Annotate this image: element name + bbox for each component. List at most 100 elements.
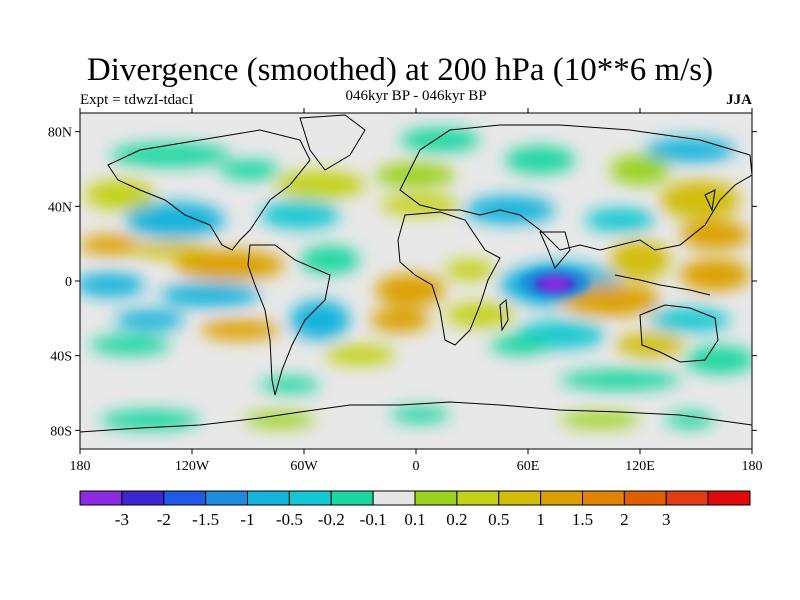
colorbar-label: -1 [240,510,254,529]
lon-tick-label: 60E [517,459,540,474]
lat-tick-label: 40N [48,200,72,215]
coast-eurasia [399,124,752,251]
contour-blob [260,377,320,393]
coast-africa [397,211,501,346]
colorbar-swatch [456,490,500,506]
lat-tick-label: 80S [50,424,72,439]
colorbar-label: -2 [157,510,171,529]
colorbar-label: -0.5 [276,510,303,529]
colorbar-swatch [330,490,374,506]
coast-maritime [614,274,711,296]
contour-blob [375,163,455,187]
contour-blob [130,242,210,258]
contour-blob [390,407,450,423]
contour-blob [200,320,280,340]
contour-blob [260,201,340,229]
colorbar-swatch [623,490,667,506]
colorbar-swatch [79,490,123,506]
contour-blob [680,259,750,291]
contour-blob [375,274,445,306]
colorbar-swatch [205,490,248,506]
contour-blob [100,410,200,430]
coast-south-america [247,244,331,396]
contour-blob [115,310,185,330]
lon-tick-label: 0 [413,459,420,474]
colorbar-label: 1.5 [572,510,593,529]
contour-blob [245,412,315,428]
colorbar-swatch [498,490,542,506]
contour-blob [665,412,715,428]
contour-blob [445,260,495,280]
colorbar-label: -0.2 [318,510,345,529]
colorbar-label: -1.5 [192,510,219,529]
contour-blob [610,240,670,280]
colorbar-swatch [665,490,709,506]
colorbar-swatch [414,490,458,506]
coast-india [539,231,571,269]
contour-blob [80,235,140,255]
colorbar-label: 0.2 [446,510,467,529]
colorbar-label: 3 [662,510,671,529]
colorbar-swatch [288,490,332,506]
lat-tick-label: 40S [50,350,72,365]
colorbar-swatch [121,490,165,506]
lon-tick-label: 60W [290,459,318,474]
lat-tick-label: 80N [48,126,72,141]
lon-tick-label: 180 [742,459,763,474]
contour-blob [650,308,730,332]
colorbar-swatch [163,490,207,506]
contour-blob [505,146,575,174]
coast-australia [639,304,719,363]
colorbar-swatch [247,490,290,506]
contour-blob [290,300,350,340]
colorbar: -3 -2 -1.5 -1 -0.5 -0.2 -0.1 0.1 0.2 0.5 1 1.5 2 3 [79,490,751,529]
colorbar-swatch [582,490,625,506]
contour-blob [445,303,515,327]
contour-blob [110,143,230,167]
contour-blob [542,278,568,290]
contour-blob [125,202,225,238]
colorbar-label: 0.5 [488,510,509,529]
colorbar-label: 2 [620,510,629,529]
season-label: JJA [726,92,752,108]
contour-blob [160,283,260,307]
coast-japan [704,189,716,212]
colorbar-label: 0.1 [404,510,425,529]
colorbar-label: -3 [115,510,129,529]
contour-blob [90,335,170,355]
contour-blob [585,208,655,232]
coast-madagascar [499,299,509,332]
contour-blob [610,155,670,185]
contour-blob [560,284,660,316]
contour-blob [680,221,750,249]
contour-blob [300,246,360,274]
contour-blob [175,250,285,280]
contour-blob [660,180,740,220]
latitude-axis: 80N 40N 0 40S 80S [48,126,757,439]
experiment-label: Expt = tdwzI-tdacI [80,92,194,108]
colorbar-swatch [372,490,416,506]
contour-blob [85,180,155,210]
coast-north-america [107,129,311,251]
colorbar-label: 1 [536,510,545,529]
colorbar-label: -0.1 [360,510,387,529]
coast-greenland [299,114,366,171]
contour-blob [685,346,752,374]
contour-blob [490,335,550,355]
contour-blob [325,345,395,365]
contour-blob [465,196,555,224]
contour-blob [560,370,680,390]
period-label: 046kyr BP - 046kyr BP [345,88,487,104]
lat-tick-label: 0 [65,275,72,290]
contour-blob [370,308,430,332]
contour-blob [560,412,640,428]
divergence-contours [80,114,752,433]
contour-blob [80,273,145,297]
coast-antarctica [80,401,752,433]
longitude-axis: 180 120W 60W 0 60E 120E 180 [70,108,763,474]
colorbar-swatch [707,490,751,506]
contour-blob [220,160,280,180]
lon-tick-label: 120E [625,459,655,474]
lon-tick-label: 120W [175,459,210,474]
